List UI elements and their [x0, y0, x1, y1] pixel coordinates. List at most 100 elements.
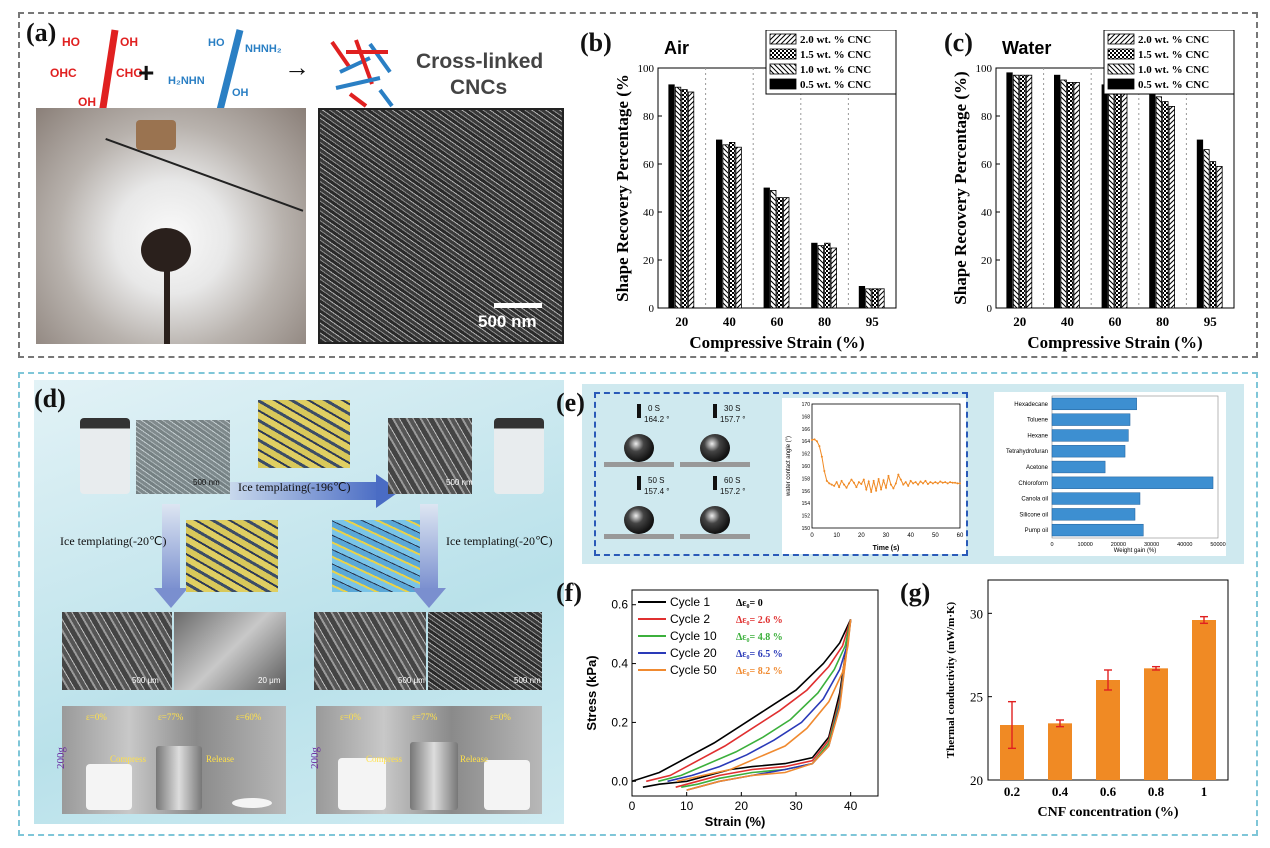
x-tick-label: 0.4	[1052, 784, 1069, 799]
y-tick-label: 162	[802, 452, 811, 458]
contact-angle-point	[835, 481, 838, 484]
seed-head	[141, 228, 191, 272]
plus-sign: +	[138, 57, 154, 88]
bar-2.0-40	[735, 146, 742, 309]
chem1-cho: CHO	[116, 66, 143, 80]
panel-f-label: (f)	[556, 578, 582, 607]
sample-right-before	[338, 758, 386, 810]
x-tick-label: 30	[789, 799, 803, 813]
contact-angle-point	[936, 482, 939, 485]
contact-angle-point	[899, 478, 902, 481]
legend-entry: Cycle 50	[670, 663, 717, 677]
y-tick-label: 40	[643, 207, 655, 219]
tem-image-left	[136, 420, 230, 494]
contact-angle-point	[870, 491, 873, 494]
y-tick-label: 0	[987, 303, 993, 315]
legend-entry: Cycle 10	[670, 629, 717, 643]
bar-Acetone	[1051, 460, 1106, 474]
x-tick-label: 40000	[1177, 542, 1192, 548]
legend-swatch	[769, 33, 797, 45]
bar-0.5-40	[716, 139, 723, 309]
contact-angle-point	[828, 482, 831, 485]
sample-left-after	[232, 798, 272, 808]
chem2-nhnh2: NHNH₂	[245, 43, 282, 55]
contact-angle-point	[909, 479, 912, 482]
droplet	[624, 434, 654, 462]
contact-angle-point	[949, 481, 952, 484]
strain-l1: ε=0%	[86, 712, 107, 722]
contact-angle-point	[880, 488, 883, 491]
contact-angle-point	[867, 480, 870, 483]
y-tick-label: 156	[802, 489, 811, 495]
scale-bar-a	[494, 303, 542, 308]
x-tick-label: 40	[723, 314, 736, 329]
contact-angle-point	[872, 479, 875, 482]
y-tick-label: 150	[802, 526, 811, 532]
category-label: Silicone oil	[1019, 512, 1048, 518]
bar-1.5-80	[824, 242, 831, 309]
chart-title: Water	[1002, 38, 1051, 58]
chart-e2: Hexadecane Toluene Hexane Tetrahydrofuran Ac…	[994, 392, 1226, 556]
legend-entry: 2.0 wt. % CNC	[1138, 34, 1209, 46]
x-tick-label: 40	[907, 533, 914, 539]
bar-1.5-40	[728, 142, 736, 309]
bar-0.8	[1144, 668, 1168, 780]
x-tick-label: 80	[818, 314, 831, 329]
strain-r2: ε=77%	[412, 712, 438, 722]
legend-entry: 1.0 wt. % CNC	[800, 64, 871, 76]
category-label: Chloroform	[1018, 481, 1048, 487]
x-tick-label: 0.2	[1004, 784, 1020, 799]
x-tick-label: 0	[810, 533, 814, 539]
legend-swatch	[1107, 48, 1135, 60]
legend-residual: Δε₀= 4.8 %	[736, 632, 783, 643]
y-tick-label: 168	[802, 414, 811, 420]
y-axis-label: Thermal conductivity (mW/m·K)	[945, 601, 957, 758]
weight-right	[410, 742, 458, 810]
bar-1.0-60	[1108, 86, 1115, 309]
contact-angle-point	[850, 478, 853, 481]
scale-d5: 500 μm	[398, 676, 425, 685]
contact-angle-point	[843, 483, 846, 486]
droplet-angle: 164.2 °	[644, 415, 670, 424]
contact-angle-point	[860, 482, 863, 485]
contact-angle-point	[907, 484, 910, 487]
legend-swatch	[1107, 63, 1135, 75]
sem-image-fibers	[388, 418, 472, 494]
release-label-left: Release	[206, 754, 234, 764]
bar-1.5-95	[871, 288, 879, 309]
bar-0.6	[1096, 680, 1120, 780]
contact-angle-point	[897, 473, 900, 476]
legend-residual: Δε₀= 2.6 %	[736, 615, 783, 626]
bar-0.5-20	[668, 84, 675, 309]
weight-left	[156, 746, 202, 810]
category-label: Acetone	[1026, 465, 1049, 471]
bar-2.0-80	[1168, 106, 1176, 309]
aldehyde-chain	[98, 29, 119, 114]
contact-angle-box	[594, 392, 968, 556]
bar-1.5-20	[1019, 74, 1026, 309]
x-tick-label: 10	[833, 533, 840, 539]
bar-1.0-40	[1060, 79, 1067, 309]
bar-2.0-40	[1073, 82, 1080, 309]
sem-nanofiber	[428, 612, 542, 690]
substrate	[680, 534, 750, 539]
substrate	[604, 534, 674, 539]
contact-angle-point	[820, 455, 823, 458]
x-axis-label: Compressive Strain (%)	[1027, 333, 1202, 352]
bar-0.5-95	[858, 285, 866, 309]
product-line1: Cross-linked	[416, 50, 543, 73]
droplet-time: 30 S	[724, 404, 741, 413]
contact-angle-point	[852, 481, 855, 484]
sem-wall	[174, 612, 286, 690]
contact-angle-point	[882, 479, 885, 482]
category-label: Hexadecane	[1014, 402, 1048, 408]
compression-photo-left	[62, 706, 286, 814]
bar-Canola oil	[1051, 492, 1141, 505]
droplet-angle: 157.7 °	[720, 415, 746, 424]
y-tick-label: 25	[970, 690, 983, 705]
contact-angle-point	[919, 480, 922, 483]
curve-cycle-1	[631, 619, 852, 788]
panel-c-label: (c)	[944, 28, 973, 57]
panel-d-label: (d)	[34, 384, 66, 413]
y-tick-label: 100	[638, 63, 655, 75]
